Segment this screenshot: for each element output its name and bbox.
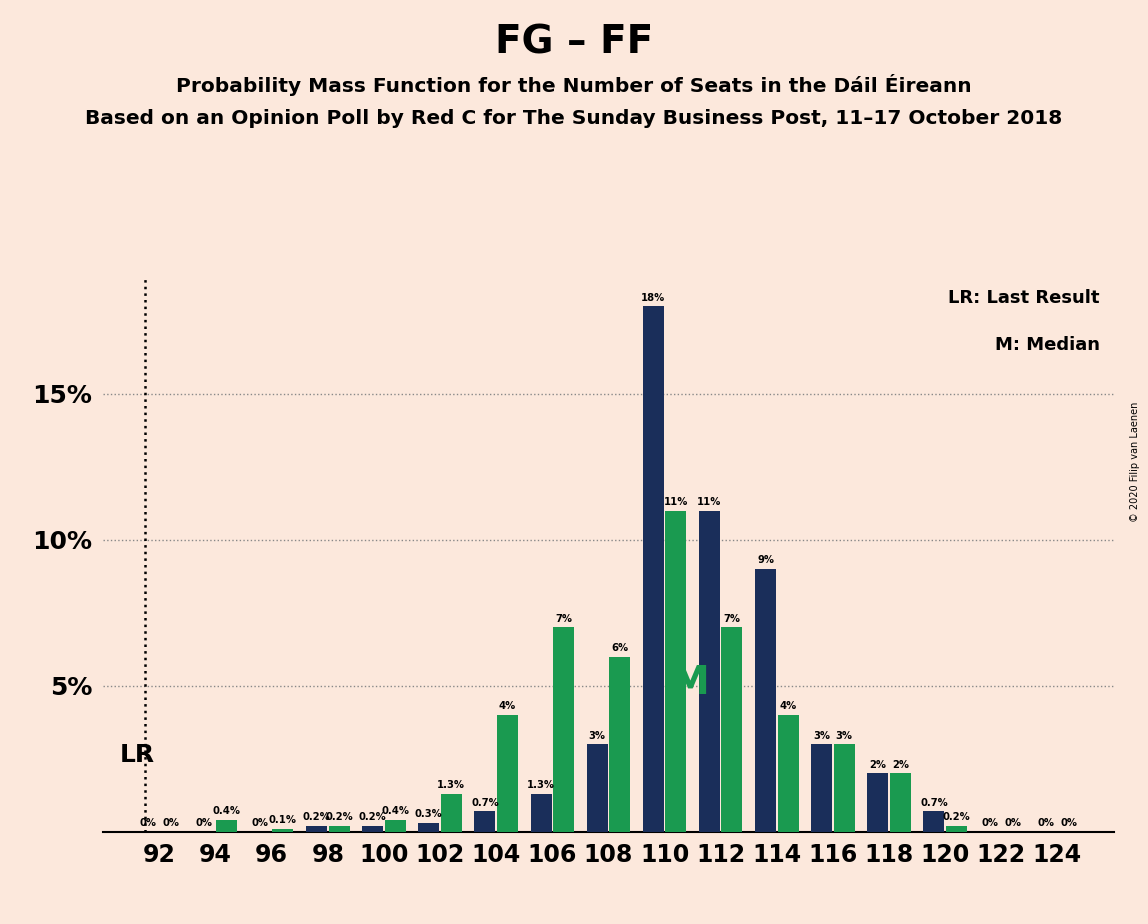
Text: 0%: 0% [1060, 818, 1077, 828]
Bar [385, 820, 405, 832]
Text: 3%: 3% [836, 731, 853, 740]
Bar [610, 657, 630, 832]
Bar [328, 826, 350, 832]
Bar [699, 511, 720, 832]
Bar [530, 794, 552, 832]
Text: 3%: 3% [813, 731, 830, 740]
Bar [418, 823, 440, 832]
Text: 0.7%: 0.7% [471, 797, 499, 808]
Text: 1.3%: 1.3% [527, 780, 556, 790]
Text: 0%: 0% [982, 818, 999, 828]
Text: M: Median: M: Median [994, 335, 1100, 354]
Text: 4%: 4% [498, 701, 517, 711]
Text: Probability Mass Function for the Number of Seats in the Dáil Éireann: Probability Mass Function for the Number… [176, 74, 972, 96]
Text: M: M [670, 663, 709, 702]
Text: FG – FF: FG – FF [495, 23, 653, 61]
Text: Based on an Opinion Poll by Red C for The Sunday Business Post, 11–17 October 20: Based on an Opinion Poll by Red C for Th… [85, 109, 1063, 128]
Bar [812, 744, 832, 832]
Text: 0.1%: 0.1% [269, 815, 297, 825]
Bar [441, 794, 461, 832]
Text: 2%: 2% [869, 760, 886, 770]
Bar [362, 826, 383, 832]
Text: 1.3%: 1.3% [437, 780, 465, 790]
Text: 11%: 11% [664, 497, 688, 507]
Text: 0.2%: 0.2% [359, 812, 387, 822]
Bar [923, 811, 945, 832]
Bar [833, 744, 855, 832]
Bar [216, 820, 238, 832]
Text: 0%: 0% [140, 818, 157, 828]
Text: LR: Last Result: LR: Last Result [948, 289, 1100, 307]
Text: 3%: 3% [589, 731, 606, 740]
Bar [474, 811, 496, 832]
Text: 0.7%: 0.7% [920, 797, 948, 808]
Text: 9%: 9% [757, 555, 774, 565]
Bar [777, 715, 799, 832]
Text: 0.4%: 0.4% [381, 807, 409, 817]
Text: 0.2%: 0.2% [325, 812, 352, 822]
Text: © 2020 Filip van Laenen: © 2020 Filip van Laenen [1130, 402, 1140, 522]
Text: 18%: 18% [642, 293, 666, 303]
Bar [755, 569, 776, 832]
Bar [553, 627, 574, 832]
Bar [666, 511, 687, 832]
Text: 0%: 0% [196, 818, 212, 828]
Bar [867, 773, 889, 832]
Bar [890, 773, 910, 832]
Text: 7%: 7% [723, 614, 740, 624]
Text: 0%: 0% [1004, 818, 1021, 828]
Bar [307, 826, 327, 832]
Bar [587, 744, 607, 832]
Bar [497, 715, 518, 832]
Text: 0%: 0% [162, 818, 179, 828]
Text: 0%: 0% [1038, 818, 1055, 828]
Text: 11%: 11% [697, 497, 722, 507]
Text: 0.2%: 0.2% [303, 812, 331, 822]
Text: 6%: 6% [611, 643, 628, 653]
Text: 7%: 7% [554, 614, 572, 624]
Text: 4%: 4% [779, 701, 797, 711]
Bar [721, 627, 743, 832]
Text: 0%: 0% [251, 818, 269, 828]
Text: 0.2%: 0.2% [943, 812, 970, 822]
Text: 2%: 2% [892, 760, 909, 770]
Text: LR: LR [121, 744, 155, 768]
Text: 0.3%: 0.3% [414, 809, 443, 820]
Text: 0.4%: 0.4% [212, 807, 241, 817]
Bar [946, 826, 967, 832]
Bar [272, 829, 294, 832]
Bar [643, 307, 664, 832]
